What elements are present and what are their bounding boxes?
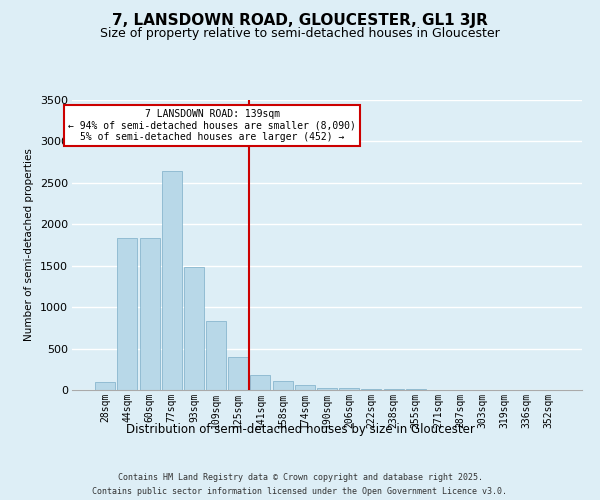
Text: 7, LANSDOWN ROAD, GLOUCESTER, GL1 3JR: 7, LANSDOWN ROAD, GLOUCESTER, GL1 3JR — [112, 12, 488, 28]
Bar — [272, 381, 293, 390]
Bar — [162, 172, 182, 390]
Bar — [383, 389, 404, 390]
Y-axis label: Number of semi-detached properties: Number of semi-detached properties — [24, 148, 34, 342]
Text: Distribution of semi-detached houses by size in Gloucester: Distribution of semi-detached houses by … — [125, 422, 475, 436]
Bar — [228, 357, 248, 390]
Bar — [295, 386, 315, 390]
Bar — [140, 238, 160, 390]
Bar — [361, 389, 382, 390]
Text: Contains HM Land Registry data © Crown copyright and database right 2025.: Contains HM Land Registry data © Crown c… — [118, 472, 482, 482]
Bar — [206, 321, 226, 390]
Bar — [250, 374, 271, 390]
Text: Size of property relative to semi-detached houses in Gloucester: Size of property relative to semi-detach… — [100, 28, 500, 40]
Bar — [339, 388, 359, 390]
Text: Contains public sector information licensed under the Open Government Licence v3: Contains public sector information licen… — [92, 488, 508, 496]
Bar — [317, 388, 337, 390]
Bar — [118, 238, 137, 390]
Text: 7 LANSDOWN ROAD: 139sqm
← 94% of semi-detached houses are smaller (8,090)
5% of : 7 LANSDOWN ROAD: 139sqm ← 94% of semi-de… — [68, 108, 356, 142]
Bar — [95, 382, 115, 390]
Bar — [184, 266, 204, 390]
